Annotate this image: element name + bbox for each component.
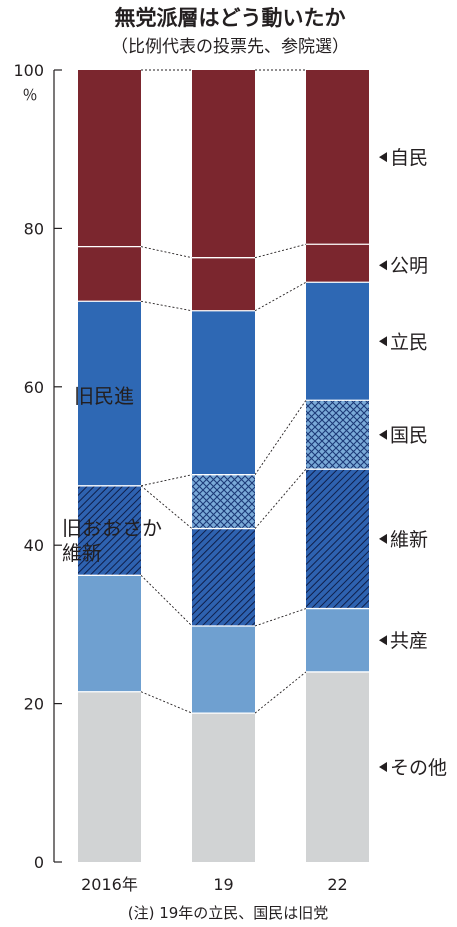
- connector-komei-1: [254, 243, 307, 259]
- connector-lines: [140, 69, 307, 714]
- connector-other-0: [140, 691, 193, 714]
- legend-arrow: [379, 761, 387, 772]
- legend-item-ldp: 自民: [379, 147, 428, 169]
- legend-item-dpfp: 国民: [379, 425, 428, 447]
- bar-segment-komei-0: [78, 246, 141, 302]
- legend-label: 公明: [390, 255, 428, 277]
- chart-subtitle: （比例代表の投票先、参院選）: [111, 37, 349, 57]
- bar-segment-jcp-0: [78, 575, 141, 692]
- connector-dpfp-1: [254, 400, 307, 475]
- bar-segment-jcp-2: [306, 608, 369, 672]
- connector-komei-0: [140, 246, 193, 259]
- bars: [78, 70, 369, 862]
- legend-arrow: [379, 260, 387, 271]
- legend-label: 維新: [390, 529, 428, 551]
- y-tick-label: 20: [24, 695, 44, 714]
- bar-segment-cdp-0: [78, 301, 141, 486]
- x-axis-labels: 2016年 19 22: [81, 875, 348, 894]
- legend-label: 立民: [390, 331, 428, 353]
- legend-item-jcp: 共産: [379, 630, 428, 652]
- connector-jcp-1: [254, 608, 307, 627]
- bar-segment-jcp-1: [192, 625, 255, 714]
- y-tick-label: 40: [24, 536, 44, 555]
- bar-segment-cdp-2: [306, 282, 369, 401]
- legend-arrow: [379, 533, 387, 544]
- bar-segment-dpfp-2: [306, 400, 369, 470]
- annotation-old-dp: 旧民進: [74, 384, 134, 408]
- legend-arrow: [379, 152, 387, 163]
- connector-ishin-1: [254, 468, 307, 529]
- chart-note: (注) 19年の立民、国民は旧党: [128, 904, 329, 922]
- y-tick-label: 80: [24, 219, 44, 238]
- legend-item-komei: 公明: [379, 255, 428, 277]
- legend-item-ishin: 維新: [379, 529, 428, 551]
- bar-segment-ishin-1: [192, 528, 255, 626]
- legend-label: その他: [390, 757, 447, 779]
- bar-segment-other-1: [192, 713, 255, 862]
- annotation-old-osaka-ishin-line1: 旧おおさか: [62, 516, 162, 540]
- legend-arrow: [379, 635, 387, 646]
- y-tick-label: 100: [13, 61, 44, 80]
- bar-segment-ldp-1: [192, 70, 255, 258]
- bar-segment-other-0: [78, 691, 141, 862]
- legend-arrow: [379, 336, 387, 347]
- bar-segment-komei-1: [192, 257, 255, 311]
- bar-segment-ishin-2: [306, 469, 369, 609]
- connector-cdp-0: [140, 300, 193, 312]
- bar-dividers: [78, 243, 369, 714]
- x-tick-label: 2016年: [81, 875, 138, 894]
- connector-dpfp-0: [140, 474, 193, 487]
- legend-label: 国民: [390, 425, 428, 447]
- chart-title: 無党派層はどう動いたか: [115, 6, 346, 30]
- bar-segment-cdp-1: [192, 310, 255, 475]
- legend-item-other: その他: [379, 757, 447, 779]
- bar-segment-ldp-0: [78, 70, 141, 247]
- y-axis: 0 20 40 60 80 100: [13, 61, 62, 872]
- annotation-old-osaka-ishin-line2: 維新: [62, 541, 102, 565]
- bar-segment-ldp-2: [306, 70, 369, 245]
- connector-jcp-0: [140, 574, 193, 627]
- bar-segment-dpfp-1: [192, 474, 255, 529]
- y-axis-unit-label: ％: [22, 86, 37, 104]
- legend-item-cdp: 立民: [379, 331, 428, 353]
- legend: その他 共産 維新 国民 立民 公明 自民: [379, 147, 447, 779]
- legend-label: 自民: [390, 147, 428, 169]
- connector-ishin-0: [140, 485, 193, 529]
- bar-segment-other-2: [306, 671, 369, 862]
- bar-segment-ishin-0: [78, 485, 141, 576]
- x-tick-label: 19: [213, 875, 233, 894]
- legend-label: 共産: [390, 630, 428, 652]
- y-tick-label: 0: [34, 853, 44, 872]
- y-tick-label: 60: [24, 378, 44, 397]
- connector-cdp-1: [254, 281, 307, 312]
- x-tick-label: 22: [327, 875, 347, 894]
- connector-other-1: [254, 671, 307, 714]
- legend-arrow: [379, 429, 387, 440]
- bar-segment-komei-2: [306, 244, 369, 283]
